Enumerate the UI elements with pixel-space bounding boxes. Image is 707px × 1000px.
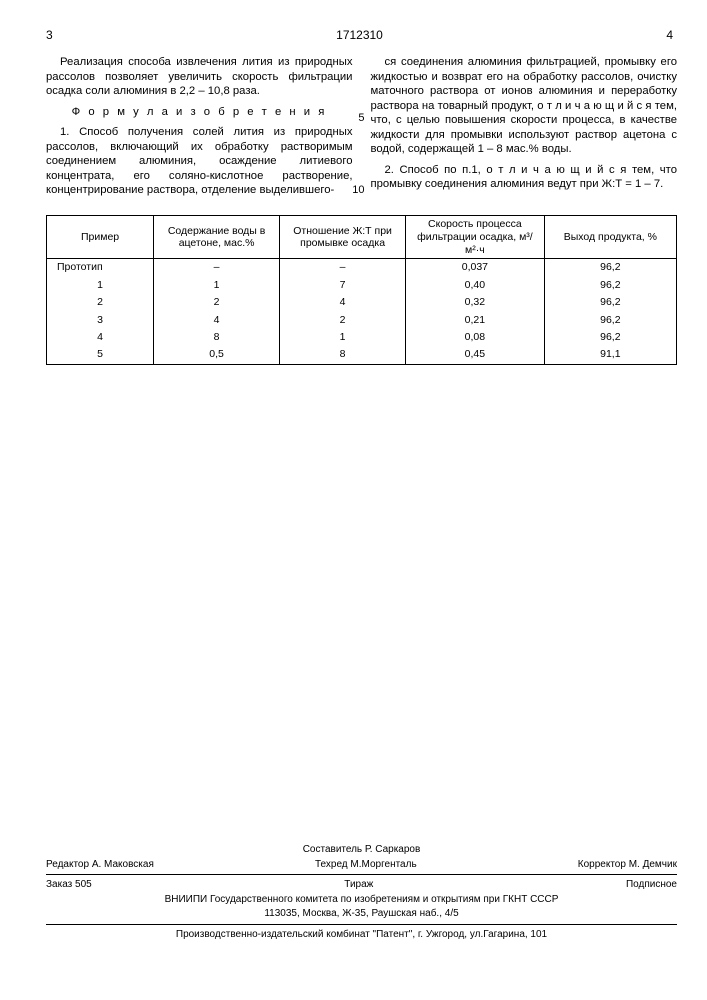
- line-marker-5: 5: [358, 111, 364, 125]
- credits-row: Редактор А. Маковская Техред М.Моргентал…: [46, 858, 677, 872]
- cell: 2: [280, 312, 406, 329]
- corrector-credit: Корректор М. Демчик: [578, 858, 677, 872]
- line-marker-10: 10: [352, 183, 364, 197]
- table-row: 1 1 7 0,40 96,2: [47, 277, 677, 294]
- table-row: 5 0,5 8 0,45 91,1: [47, 346, 677, 364]
- page-header: 3 1712310 4: [46, 28, 677, 43]
- formula-title: Ф о р м у л а и з о б р е т е н и я: [46, 105, 353, 119]
- cell: 0,037: [406, 259, 545, 277]
- cell: 1: [280, 329, 406, 346]
- cell: 2: [154, 294, 280, 311]
- order-row: Заказ 505 Тираж Подписное: [46, 878, 677, 892]
- th-water-content: Содержание воды в ацетоне, мас.%: [154, 216, 280, 259]
- left-para-1: Реализация способа извлечения лития из п…: [46, 55, 353, 98]
- cell: 0,21: [406, 312, 545, 329]
- org-line-1: ВНИИПИ Государственного комитета по изоб…: [46, 893, 677, 907]
- compiler-line: Составитель Р. Саркаров: [46, 843, 677, 857]
- podpisnoe-label: Подписное: [626, 878, 677, 892]
- printer-line: Производственно-издательский комбинат "П…: [46, 928, 677, 942]
- cell: 0,40: [406, 277, 545, 294]
- cell: 0,5: [154, 346, 280, 364]
- cell: 4: [280, 294, 406, 311]
- results-table: Пример Содержание воды в ацетоне, мас.% …: [46, 215, 677, 364]
- order-number: Заказ 505: [46, 878, 92, 892]
- right-para-1: ся соединения алюминия фильтрацией, пром…: [371, 55, 678, 156]
- divider-2: [46, 924, 677, 925]
- right-para-2: 2. Способ по п.1, о т л и ч а ю щ и й с …: [371, 163, 678, 192]
- cell: 0,45: [406, 346, 545, 364]
- cell: 8: [280, 346, 406, 364]
- divider-1: [46, 874, 677, 875]
- tirazh-label: Тираж: [344, 878, 373, 892]
- cell: 4: [154, 312, 280, 329]
- cell: –: [280, 259, 406, 277]
- cell: 1: [47, 277, 154, 294]
- left-para-2: 1. Способ получения солей лития из приро…: [46, 125, 353, 197]
- cell: 8: [154, 329, 280, 346]
- cell: 0,32: [406, 294, 545, 311]
- formula-title-text: Ф о р м у л а и з о б р е т е н и я: [72, 106, 327, 118]
- th-example: Пример: [47, 216, 154, 259]
- cell: 96,2: [544, 277, 676, 294]
- table-header-row: Пример Содержание воды в ацетоне, мас.% …: [47, 216, 677, 259]
- table-row: Прототип – – 0,037 96,2: [47, 259, 677, 277]
- right-column: ся соединения алюминия фильтрацией, пром…: [371, 55, 678, 203]
- cell: –: [154, 259, 280, 277]
- table-row: 3 4 2 0,21 96,2: [47, 312, 677, 329]
- footer-block: Составитель Р. Саркаров Редактор А. Мако…: [46, 842, 677, 942]
- cell: 96,2: [544, 259, 676, 277]
- page-number-left: 3: [46, 28, 76, 43]
- table-row: 2 2 4 0,32 96,2: [47, 294, 677, 311]
- cell: 1: [154, 277, 280, 294]
- cell: 3: [47, 312, 154, 329]
- document-number: 1712310: [76, 28, 643, 43]
- cell: 5: [47, 346, 154, 364]
- cell: 7: [280, 277, 406, 294]
- th-ratio: Отношение Ж:Т при промывке осадка: [280, 216, 406, 259]
- table-row: 4 8 1 0,08 96,2: [47, 329, 677, 346]
- cell: 91,1: [544, 346, 676, 364]
- cell: 96,2: [544, 294, 676, 311]
- th-speed: Скорость процесса фильтрации осадка, м³/…: [406, 216, 545, 259]
- left-column: Реализация способа извлечения лития из п…: [46, 55, 353, 203]
- th-yield: Выход продукта, %: [544, 216, 676, 259]
- cell: 96,2: [544, 312, 676, 329]
- text-columns: Реализация способа извлечения лития из п…: [46, 55, 677, 203]
- cell: 0,08: [406, 329, 545, 346]
- cell: 2: [47, 294, 154, 311]
- cell: Прототип: [47, 259, 154, 277]
- editor-credit: Редактор А. Маковская: [46, 858, 154, 872]
- org-line-2: 113035, Москва, Ж-35, Раушская наб., 4/5: [46, 907, 677, 921]
- cell: 96,2: [544, 329, 676, 346]
- page-number-right: 4: [643, 28, 673, 43]
- table-body: Прототип – – 0,037 96,2 1 1 7 0,40 96,2 …: [47, 259, 677, 365]
- tech-credit: Техред М.Моргенталь: [315, 858, 417, 872]
- cell: 4: [47, 329, 154, 346]
